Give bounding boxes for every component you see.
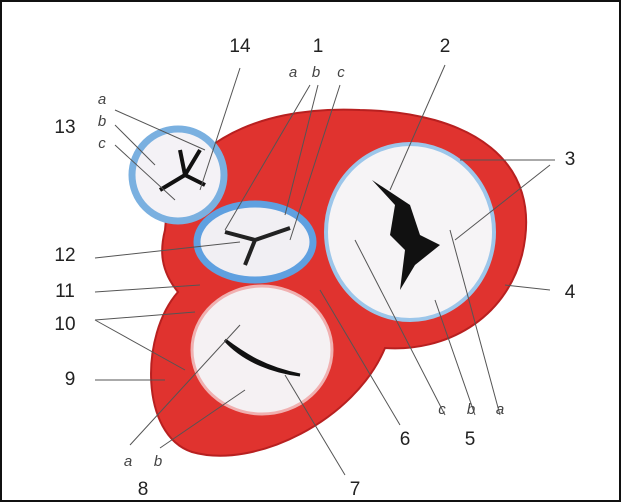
label-part: c xyxy=(98,135,106,152)
label-number: 4 xyxy=(565,282,576,303)
label-part: b xyxy=(98,113,106,130)
leader xyxy=(94,64,555,476)
leader-lines xyxy=(94,64,555,476)
label-part: c xyxy=(337,64,345,81)
label-number: 14 xyxy=(229,36,251,57)
valve-13 xyxy=(128,125,228,225)
label-part: c xyxy=(438,401,446,418)
label-number: 1 xyxy=(313,36,324,57)
label-number: 7 xyxy=(350,479,361,500)
label-part: a xyxy=(496,401,504,418)
label-number: 12 xyxy=(54,245,75,266)
cusp-lines-12 xyxy=(224,226,291,266)
label-number: 10 xyxy=(54,314,75,335)
valve-7 xyxy=(190,284,334,416)
label-number: 6 xyxy=(400,429,411,450)
label-number: 5 xyxy=(465,429,476,450)
label-number: 3 xyxy=(565,149,576,170)
label-part: b xyxy=(467,401,475,418)
orifice-2 xyxy=(372,180,440,290)
label-number: 11 xyxy=(55,281,75,302)
label-number: 9 xyxy=(65,369,76,390)
label-number: 13 xyxy=(54,117,75,138)
label-part: b xyxy=(154,453,162,470)
heart-drawing xyxy=(128,108,528,457)
label-number: 8 xyxy=(138,479,149,500)
label-part: a xyxy=(124,453,132,470)
label-number: 2 xyxy=(440,36,451,57)
orifice-7 xyxy=(223,338,301,377)
label-part: a xyxy=(98,91,106,108)
labels: 1 a b c 2 3 4 c b a 5 6 7 a b 8 9 10 11 … xyxy=(54,36,575,500)
label-part: a xyxy=(289,64,297,81)
label-part: b xyxy=(312,64,320,81)
